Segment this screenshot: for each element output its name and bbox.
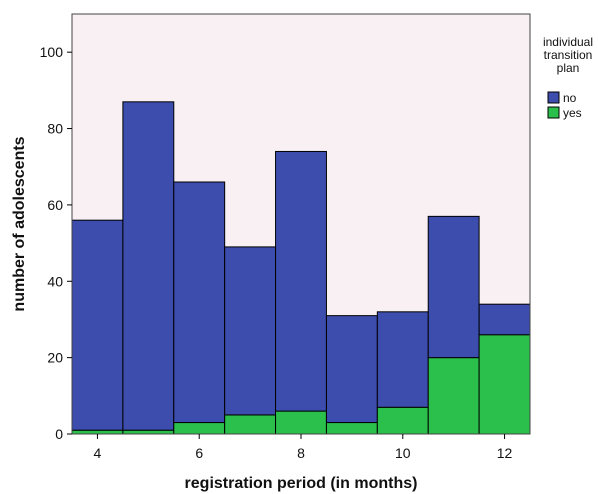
legend-label-yes: yes	[563, 106, 582, 120]
bar-no-12	[478, 303, 531, 336]
x-tick-label-10: 10	[395, 445, 411, 461]
bar-no-7	[224, 246, 277, 416]
legend-swatch-yes	[547, 106, 560, 119]
axes	[67, 13, 531, 439]
y-axis-title: number of adolescents	[11, 136, 28, 311]
bar-yes-12	[478, 334, 531, 435]
bar-no-8	[275, 150, 327, 412]
bar-yes-10	[376, 406, 429, 435]
x-axis-title: registration period (in months)	[185, 475, 418, 492]
bar-yes-4	[71, 429, 124, 435]
y-tick-label-0: 0	[55, 426, 63, 442]
x-tick-label-12: 12	[497, 445, 513, 461]
bar-yes-8	[275, 410, 327, 435]
legend-label-no: no	[563, 91, 577, 105]
y-tick-label-100: 100	[40, 44, 64, 60]
bar-yes-6	[173, 422, 226, 435]
bar-no-11	[427, 215, 480, 359]
y-tick-label-80: 80	[47, 121, 63, 137]
y-tick-label-40: 40	[47, 273, 63, 289]
y-tick-label-60: 60	[47, 197, 63, 213]
legend-title-line-1: individual	[543, 35, 593, 49]
axis-labels: 4 6 8 10 12 0 20 40 60 80 100 registration period (…	[11, 44, 513, 492]
x-tick-label-6: 6	[195, 445, 203, 461]
bar-yes-11	[427, 357, 480, 435]
bar-no-4	[71, 219, 124, 431]
plot-area	[71, 14, 531, 435]
legend-title-line-2: transition	[544, 48, 593, 62]
y-tick-label-20: 20	[47, 350, 63, 366]
bar-yes-7	[224, 414, 277, 435]
legend-swatch-no	[547, 91, 560, 104]
bar-no-6	[173, 181, 226, 424]
bar-no-10	[376, 311, 429, 408]
legend-title-line-3: plan	[557, 61, 580, 75]
bar-yes-9	[325, 422, 378, 435]
bar-no-9	[325, 315, 378, 424]
bar-yes-5	[122, 429, 175, 435]
bar-no-5	[122, 101, 175, 431]
x-tick-label-4: 4	[94, 445, 102, 461]
x-tick-label-8: 8	[297, 445, 305, 461]
